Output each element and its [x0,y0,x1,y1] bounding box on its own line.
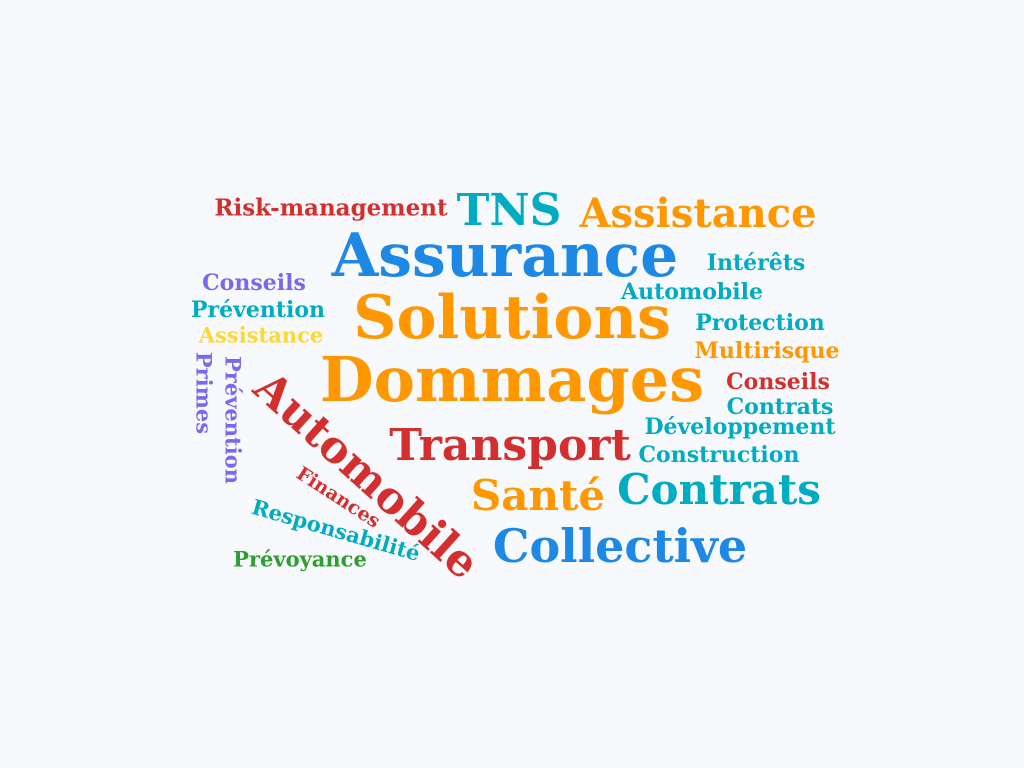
word-conseils-right: Conseils [726,369,830,395]
word-solutions: Solutions [353,283,671,353]
word-dommages: Dommages [319,343,705,416]
word-prevention-vertical: Prévention [220,356,246,484]
word-protection: Protection [695,310,825,336]
word-developpement: Développement [644,414,836,440]
word-prevention-left: Prévention [190,297,326,323]
word-multirisque: Multirisque [694,338,840,364]
word-construction: Construction [638,442,800,468]
word-interets: Intérêts [706,250,806,276]
word-conseils-left: Conseils [202,270,306,296]
word-sante: Santé [470,471,606,520]
word-assistance-small: Assistance [198,322,324,348]
word-transport: Transport [389,420,631,471]
word-assurance: Assurance [331,221,679,291]
word-automobile-small: Automobile [621,279,763,305]
word-tns: TNS [456,185,562,236]
word-risk-management: Risk-management [214,194,448,222]
word-primes: Primes [191,351,217,435]
word-assistance-top: Assistance [579,190,817,237]
word-contrats-small: Contrats [726,394,834,420]
word-contrats-big: Contrats [617,465,821,514]
word-collective: Collective [492,519,748,573]
word-prevoyance: Prévoyance [233,546,367,572]
